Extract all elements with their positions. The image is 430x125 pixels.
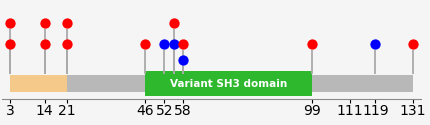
Point	[63, 22, 70, 24]
Point	[170, 43, 177, 45]
Point	[6, 22, 13, 24]
Point	[372, 43, 379, 45]
Point	[410, 43, 417, 45]
Point	[180, 59, 187, 61]
Point	[63, 43, 70, 45]
Bar	[10, 76, 413, 92]
Bar	[10, 76, 67, 92]
Point	[170, 22, 177, 24]
Point	[309, 43, 316, 45]
Point	[41, 43, 48, 45]
Point	[41, 22, 48, 24]
Bar	[145, 71, 312, 96]
Text: Variant SH3 domain: Variant SH3 domain	[170, 79, 287, 89]
Point	[6, 43, 13, 45]
Point	[180, 43, 187, 45]
Point	[142, 43, 149, 45]
Point	[161, 43, 168, 45]
